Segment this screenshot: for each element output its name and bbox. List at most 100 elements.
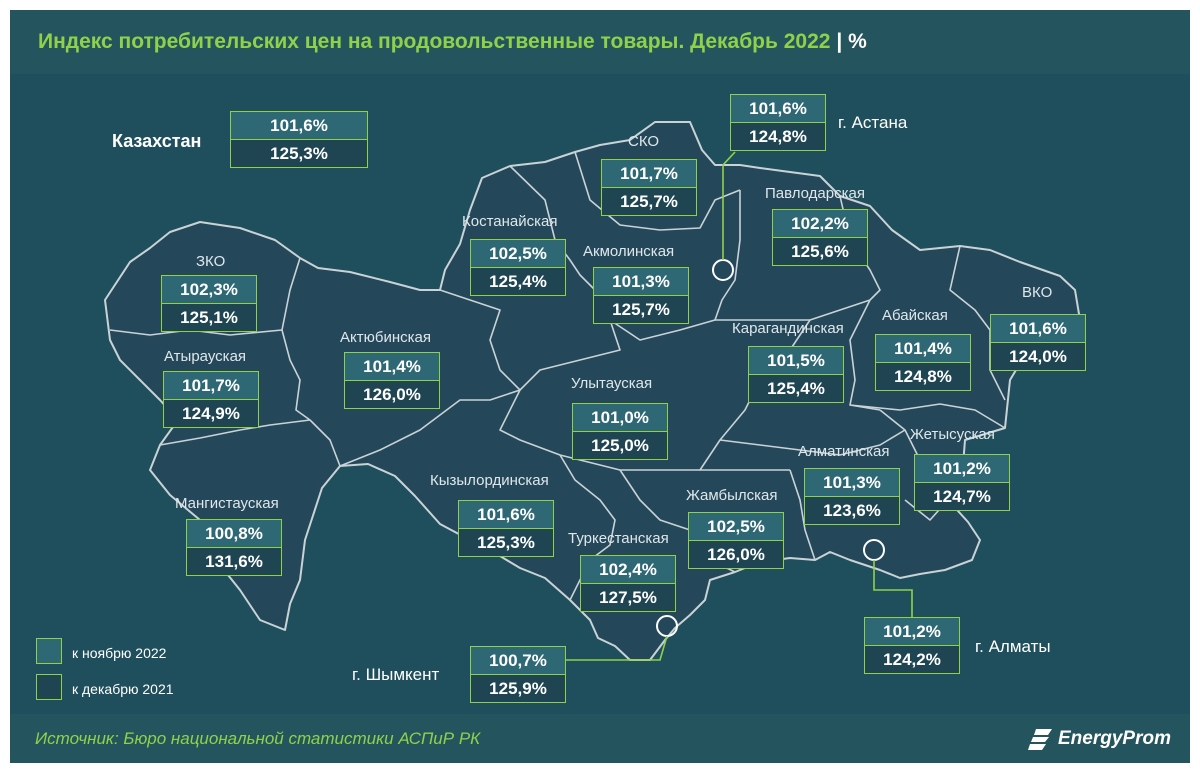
region-label-karaganda: Карагандинская [732,320,844,337]
atyrau-nov-value: 101,7% [164,372,258,400]
border-zko-aktobe [281,257,311,421]
border-aktobe-kyzylorda [339,389,521,467]
astana-nov-value: 101,6% [731,95,825,123]
region-box-kostanay: 102,5% 125,4% [470,239,566,296]
source-band [10,714,1190,763]
border-zhambyl-almaty [789,469,816,561]
region-label-zhetysu: Жетысуская [910,426,995,443]
region-box-ulytau: 101,0% 125,0% [572,403,668,460]
kostanay-dec-value: 125,4% [471,268,565,295]
atyrau-dec-value: 124,9% [164,400,258,427]
region-label-zhambyl: Жамбылская [686,487,778,504]
region-label-almaty-region: Алматинская [798,443,890,460]
border-sko-akmola [574,151,741,231]
city-box-almaty: 101,2% 124,2% [864,617,960,674]
city-label-almaty: г. Алматы [975,637,1051,656]
title-band [10,10,1190,74]
brand-name: EnergyProm [1058,728,1171,749]
shymkent-dec-value: 125,9% [471,675,565,702]
city-box-astana: 101,6% 124,8% [730,94,826,151]
kyzylorda-dec-value: 125,3% [459,529,553,556]
region-box-akmola: 101,3% 125,7% [593,267,689,324]
region-label-akmola: Акмолинская [583,243,675,260]
brand-logo: EnergyProm [1028,723,1171,755]
karaganda-nov-value: 101,5% [749,347,843,375]
border-mangystau-aktobe [309,419,341,467]
region-label-aktobe: Актюбинская [340,329,431,346]
region-box-kyzylorda: 101,6% 125,3% [458,500,554,557]
shymkent-leader [565,635,668,661]
akmola-dec-value: 125,7% [594,296,688,323]
country-nov-value: 101,6% [231,112,367,140]
country-label: Казахстан [112,131,202,151]
legend-swatch-dec [36,674,62,700]
city-label-shymkent: г. Шымкент [352,665,440,684]
almaty-region-nov-value: 101,3% [805,469,899,497]
sko-nov-value: 101,7% [602,160,696,188]
country-value-box: 101,6% 125,3% [230,111,368,168]
region-label-atyrau: Атырауская [164,348,247,365]
vko-nov-value: 101,6% [991,315,1085,343]
title-separator: | [836,30,843,53]
region-box-turkestan: 102,4% 127,5% [580,555,676,612]
almaty-dec-value: 124,2% [865,646,959,673]
mangystau-dec-value: 131,6% [187,548,281,575]
region-box-abai: 101,4% 124,8% [875,334,971,391]
source-note: Источник: Бюро национальной статистики А… [35,729,481,748]
border-akmola-karaganda [609,319,716,341]
border-abai-vko [949,245,1006,401]
border-atyrau-mangystau [159,419,311,446]
border-aktobe-kostanay [439,289,521,391]
region-label-sko: СКО [628,133,660,150]
abai-dec-value: 124,8% [876,363,970,390]
region-label-zko: ЗКО [196,253,226,270]
abai-nov-value: 101,4% [876,335,970,363]
aktobe-nov-value: 101,4% [345,353,439,381]
region-label-abai: Абайская [882,307,948,324]
zhetysu-nov-value: 101,2% [915,455,1009,483]
title-text: Индекс потребительских цен на продовольс… [38,30,831,53]
region-label-pavlodar: Павлодарская [765,185,865,202]
almaty-nov-value: 101,2% [865,618,959,646]
legend-swatch-nov [36,638,62,664]
kyzylorda-nov-value: 101,6% [459,501,553,529]
astana-leader [722,151,736,260]
zhambyl-dec-value: 126,0% [689,541,783,568]
karaganda-dec-value: 125,4% [749,375,843,402]
border-akmola-pavlodar [714,190,741,321]
border-ulytau-karaganda [499,299,871,471]
zhetysu-dec-value: 124,7% [915,483,1009,510]
region-box-pavlodar: 102,2% 125,6% [772,209,868,266]
kostanay-nov-value: 102,5% [471,240,565,268]
pavlodar-nov-value: 102,2% [773,210,867,238]
region-label-kostanay: Костанайская [462,213,558,230]
title-unit: % [848,30,867,53]
region-label-ulytau: Улытауская [571,375,653,392]
chart-title: Индекс потребительских цен на продовольс… [38,30,867,54]
sko-dec-value: 125,7% [602,188,696,215]
region-box-zko: 102,3% 125,1% [161,275,257,332]
zko-nov-value: 102,3% [162,276,256,304]
region-box-almaty-region: 101,3% 123,6% [804,468,900,525]
mangystau-nov-value: 100,8% [187,520,281,548]
region-box-atyrau: 101,7% 124,9% [163,371,259,428]
region-box-vko: 101,6% 124,0% [990,314,1086,371]
country-dec-value: 125,3% [231,140,367,167]
region-label-vko: ВКО [1022,284,1053,301]
region-label-mangystau: Мангистауская [175,495,279,512]
region-box-zhetysu: 101,2% 124,7% [914,454,1010,511]
city-box-shymkent: 100,7% 125,9% [470,646,566,703]
almaty-leader [873,560,913,620]
border-abai-south [849,403,1006,429]
pavlodar-dec-value: 125,6% [773,238,867,265]
city-leaders [565,151,913,661]
vko-dec-value: 124,0% [991,343,1085,370]
legend-label-nov: к ноябрю 2022 [72,645,167,661]
zko-dec-value: 125,1% [162,304,256,331]
aktobe-dec-value: 126,0% [345,381,439,408]
turkestan-nov-value: 102,4% [581,556,675,584]
energyprom-logo-icon [1028,729,1052,750]
region-box-sko: 101,7% 125,7% [601,159,697,216]
astana-dec-value: 124,8% [731,123,825,150]
border-almaty-karaganda [719,429,906,456]
